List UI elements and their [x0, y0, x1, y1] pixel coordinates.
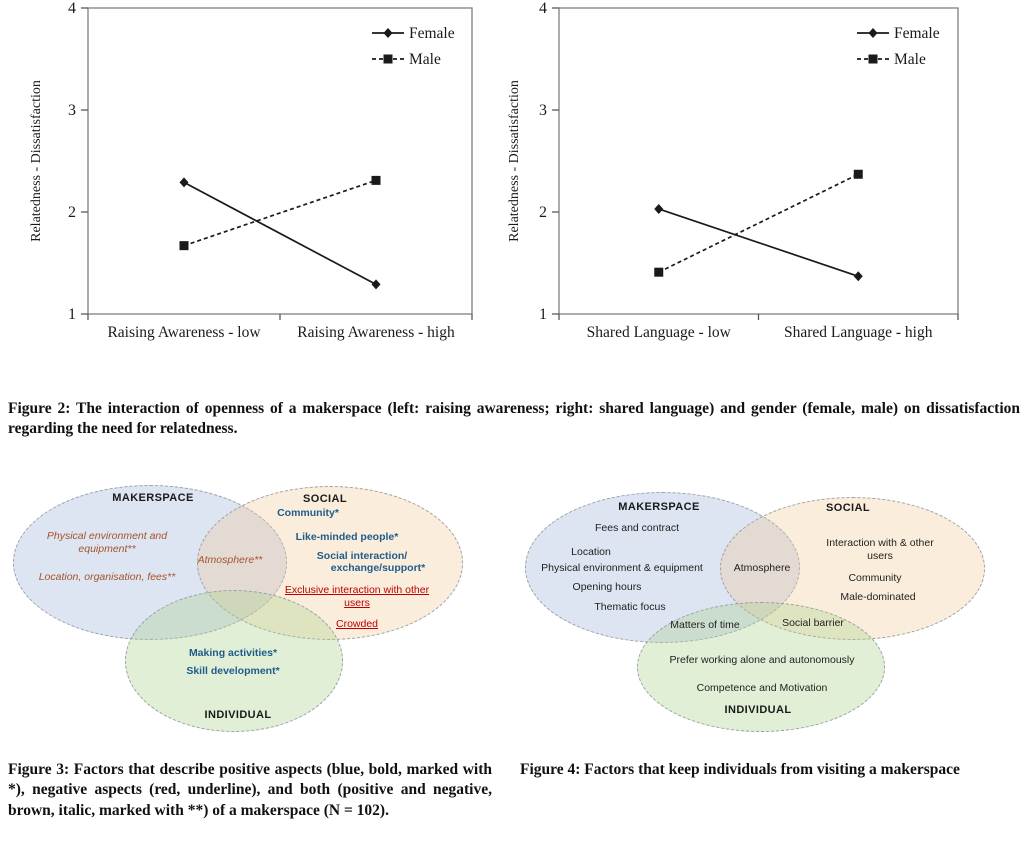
fig4-individual-item: Competence and Motivation — [696, 682, 828, 694]
fig4-individual-title: INDIVIDUAL — [724, 704, 792, 716]
svg-text:3: 3 — [539, 102, 547, 119]
fig3-social-item: Community* — [277, 507, 339, 519]
fig3-individual-item: Making activities* — [188, 647, 278, 659]
svg-text:2: 2 — [539, 204, 547, 221]
svg-text:2: 2 — [68, 204, 76, 221]
svg-text:3: 3 — [68, 102, 76, 119]
svg-text:Shared Language - low: Shared Language - low — [587, 324, 732, 341]
svg-text:4: 4 — [68, 0, 76, 17]
figure4-venn-diagram: MAKERSPACE Fees and contract Location Ph… — [520, 483, 1010, 741]
fig3-individual-item: Skill development* — [186, 665, 280, 677]
fig3-social-negative-item: Exclusive interaction with other users — [284, 584, 430, 610]
svg-text:Male: Male — [409, 51, 441, 68]
svg-text:Raising Awareness - high: Raising Awareness - high — [297, 324, 455, 341]
figure2-caption: Figure 2: The interaction of openness of… — [8, 400, 1020, 438]
fig3-social-title: SOCIAL — [303, 493, 347, 505]
svg-text:1: 1 — [68, 306, 76, 323]
fig4-makerspace-item: Physical environment & equipment — [541, 562, 703, 574]
svg-text:Relatedness - Dissatisfaction: Relatedness - Dissatisfaction — [29, 80, 44, 242]
interaction-chart-raising-awareness: 1 2 3 4 Raising Awareness - low Raising Aware… — [29, 0, 473, 341]
svg-text:Relatedness - Dissatisfaction: Relatedness - Dissatisfaction — [507, 80, 522, 242]
fig4-social-title: SOCIAL — [826, 502, 870, 514]
svg-text:1: 1 — [539, 306, 547, 323]
svg-text:Female: Female — [409, 25, 455, 42]
figure4-caption: Figure 4: Factors that keep individuals … — [520, 761, 960, 778]
fig3-makerspace-item: Physical environment and equipment** — [46, 530, 168, 556]
fig4-matters-of-time-overlap-item: Matters of time — [670, 619, 740, 631]
fig3-social-item: Social interaction/ — [316, 550, 408, 562]
fig3-atmosphere-overlap-item: Atmosphere** — [197, 554, 263, 566]
fig4-makerspace-item: Opening hours — [572, 581, 642, 593]
fig4-social-barrier-overlap-item: Social barrier — [782, 617, 844, 629]
svg-text:Male: Male — [894, 51, 926, 68]
svg-text:Female: Female — [894, 25, 940, 42]
fig4-makerspace-item: Thematic focus — [594, 601, 666, 613]
fig3-makerspace-title: MAKERSPACE — [112, 492, 194, 504]
fig4-individual-item: Prefer working alone and autonomously — [669, 654, 855, 666]
fig4-atmosphere-overlap-item: Atmosphere — [733, 562, 791, 574]
fig3-social-negative-item: Crowded — [335, 618, 379, 630]
fig4-social-item: Male-dominated — [840, 591, 916, 603]
fig4-social-item: Community — [848, 572, 902, 584]
fig4-makerspace-title: MAKERSPACE — [618, 501, 700, 513]
fig3-social-item: Like-minded people* — [295, 531, 399, 543]
fig3-makerspace-item: Location, organisation, fees** — [38, 571, 176, 583]
figure3-venn-diagram: MAKERSPACE Physical environment and equi… — [10, 483, 500, 741]
fig3-individual-title: INDIVIDUAL — [204, 709, 272, 721]
fig4-makerspace-item: Location — [571, 546, 611, 558]
svg-text:4: 4 — [539, 0, 547, 17]
fig4-individual-ellipse — [637, 602, 885, 732]
fig4-makerspace-item: Fees and contract — [594, 522, 680, 534]
fig3-social-item: exchange/support* — [330, 562, 426, 574]
svg-text:Raising Awareness - low: Raising Awareness - low — [107, 324, 261, 341]
fig4-social-item: Interaction with & other users — [826, 537, 934, 563]
fig3-individual-ellipse — [125, 590, 343, 732]
interaction-chart-shared-language: 1 2 3 4 Shared Language - low Shared Language… — [507, 0, 959, 341]
figure3-caption: Figure 3: Factors that describe positive… — [8, 761, 492, 819]
svg-text:Shared Language - high: Shared Language - high — [784, 324, 933, 341]
